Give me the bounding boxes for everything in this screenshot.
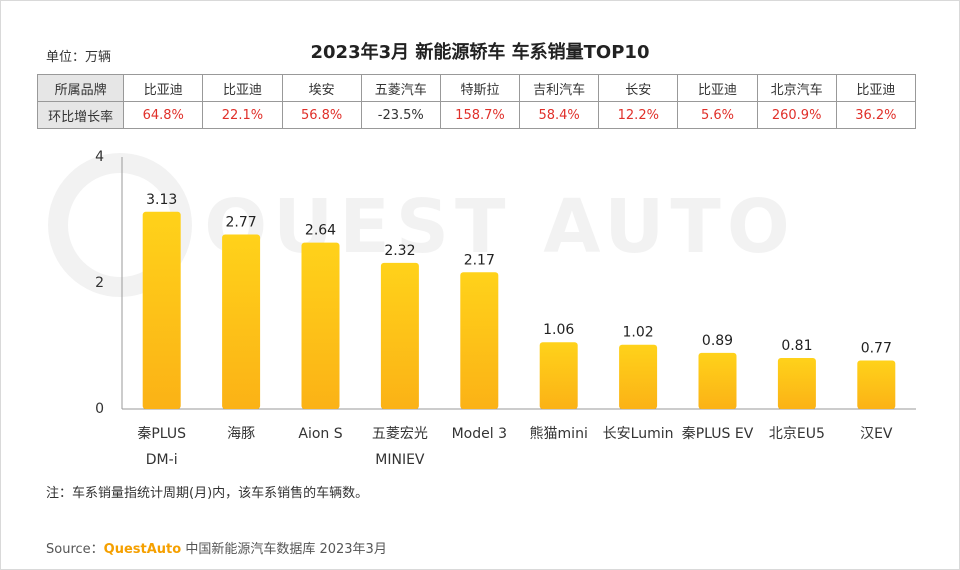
source-rest: 中国新能源汽车数据库 2023年3月 — [181, 542, 387, 557]
watermark-logo — [48, 153, 192, 297]
growth-cell: 64.8% — [123, 101, 204, 129]
bar-value-label: 0.77 — [861, 340, 892, 356]
x-tick-label: 北京EU5 — [769, 426, 825, 442]
growth-cell: 36.2% — [835, 101, 917, 129]
bar-value-label: 2.64 — [305, 223, 336, 239]
bar — [380, 262, 419, 409]
bar-value-label: 2.32 — [384, 243, 415, 259]
bar — [301, 242, 340, 409]
source-brand: QuestAuto — [103, 542, 182, 557]
x-tick-label: Aion S — [298, 426, 342, 442]
bar-value-label: 1.06 — [543, 322, 574, 338]
x-tick-label: MINIEV — [375, 452, 425, 468]
brand-row: 所属品牌 比亚迪 比亚迪 埃安 五菱汽车 特斯拉 吉利汽车 长安 比亚迪 北京汽车 比亚迪 — [36, 74, 917, 102]
source-prefix: Source： — [46, 542, 104, 557]
brand-growth-table: 所属品牌 比亚迪 比亚迪 埃安 五菱汽车 特斯拉 吉利汽车 长安 比亚迪 北京汽车 比亚迪 环比增… — [36, 74, 917, 129]
x-tick-label: 秦PLUS — [137, 426, 186, 442]
y-tick-label: 0 — [95, 401, 104, 417]
bar — [222, 234, 261, 409]
growth-cell: 260.9% — [756, 101, 837, 129]
watermark-text: QUEST AUTO — [204, 184, 796, 270]
x-tick-label: 汉EV — [860, 426, 893, 442]
brand-cell: 比亚迪 — [202, 74, 283, 102]
brand-cell: 比亚迪 — [123, 74, 204, 102]
growth-cell: -23.5% — [360, 101, 441, 129]
growth-cell: 56.8% — [281, 101, 362, 129]
bar — [857, 360, 896, 409]
bar-value-label: 0.81 — [781, 338, 812, 354]
bar-value-label: 0.89 — [702, 333, 733, 349]
source-line: Source：QuestAuto 中国新能源汽车数据库 2023年3月 — [46, 538, 387, 557]
x-tick-label: 熊猫mini — [530, 426, 588, 442]
growth-row-header: 环比增长率 — [36, 101, 125, 129]
brand-row-header: 所属品牌 — [36, 74, 125, 102]
x-tick-label: 海豚 — [227, 426, 255, 442]
bar-value-label: 2.77 — [226, 214, 257, 230]
brand-cell: 北京汽车 — [756, 74, 837, 102]
brand-cell: 吉利汽车 — [519, 74, 600, 102]
brand-cell: 比亚迪 — [835, 74, 917, 102]
x-tick-label: 五菱宏光 — [372, 426, 428, 442]
growth-cell: 5.6% — [677, 101, 758, 129]
y-tick-label: 2 — [95, 275, 104, 291]
y-tick-label: 4 — [95, 149, 104, 165]
growth-cell: 12.2% — [598, 101, 679, 129]
bar-value-label: 2.17 — [464, 252, 495, 268]
bar-value-label: 1.02 — [623, 325, 654, 341]
bar — [142, 211, 181, 409]
brand-cell: 比亚迪 — [677, 74, 758, 102]
growth-cell: 22.1% — [202, 101, 283, 129]
footnote: 注：车系销量指统计周期(月)内，该车系销售的车辆数。 — [46, 486, 369, 501]
bar — [460, 272, 499, 409]
bar — [619, 344, 658, 409]
bar — [698, 352, 737, 409]
bar — [777, 357, 816, 409]
growth-cell: 158.7% — [439, 101, 521, 129]
x-tick-label: DM-i — [146, 452, 178, 468]
bar-value-label: 3.13 — [146, 192, 177, 208]
growth-cell: 58.4% — [519, 101, 600, 129]
x-tick-label: Model 3 — [452, 426, 507, 442]
brand-cell: 特斯拉 — [439, 74, 521, 102]
unit-label: 单位：万辆 — [46, 50, 112, 65]
growth-row: 环比增长率 64.8% 22.1% 56.8% -23.5% 158.7% 58.4% 12… — [36, 101, 917, 129]
bar — [539, 342, 578, 409]
x-tick-label: 长安Lumin — [603, 426, 674, 442]
x-tick-label: 秦PLUS EV — [682, 426, 754, 442]
chart-title: 2023年3月 新能源轿车 车系销量TOP10 — [310, 42, 650, 63]
